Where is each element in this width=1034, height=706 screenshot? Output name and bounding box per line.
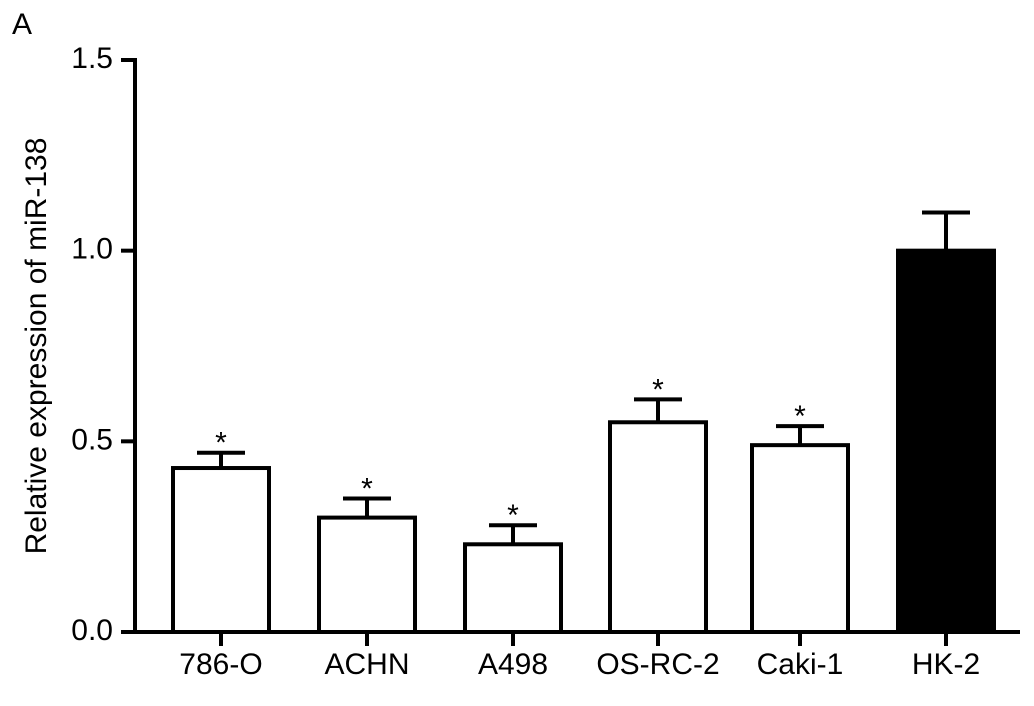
bar	[463, 542, 563, 634]
significance-mark: *	[507, 499, 519, 532]
y-tick-label: 0.0	[71, 614, 113, 647]
x-tick-label: 786-O	[179, 648, 262, 681]
bar	[608, 420, 708, 634]
y-tick-label: 1.5	[71, 42, 113, 75]
x-tick-label: ACHN	[324, 648, 409, 681]
x-tick-label: A498	[478, 648, 548, 681]
panel-label: A	[12, 8, 32, 41]
x-tick-label: Caki-1	[757, 648, 844, 681]
bar	[171, 466, 271, 634]
bar	[896, 248, 996, 635]
y-tick-label: 0.5	[71, 423, 113, 456]
significance-mark: *	[361, 472, 373, 505]
bar	[750, 443, 850, 634]
y-axis-label: Relative expression of miR-138	[20, 138, 53, 555]
significance-mark: *	[652, 373, 664, 406]
x-tick-label: OS-RC-2	[596, 648, 719, 681]
bar	[317, 515, 417, 634]
significance-mark: *	[215, 427, 227, 460]
y-tick-label: 1.0	[71, 233, 113, 266]
x-tick-label: HK-2	[912, 648, 980, 681]
significance-mark: *	[794, 400, 806, 433]
